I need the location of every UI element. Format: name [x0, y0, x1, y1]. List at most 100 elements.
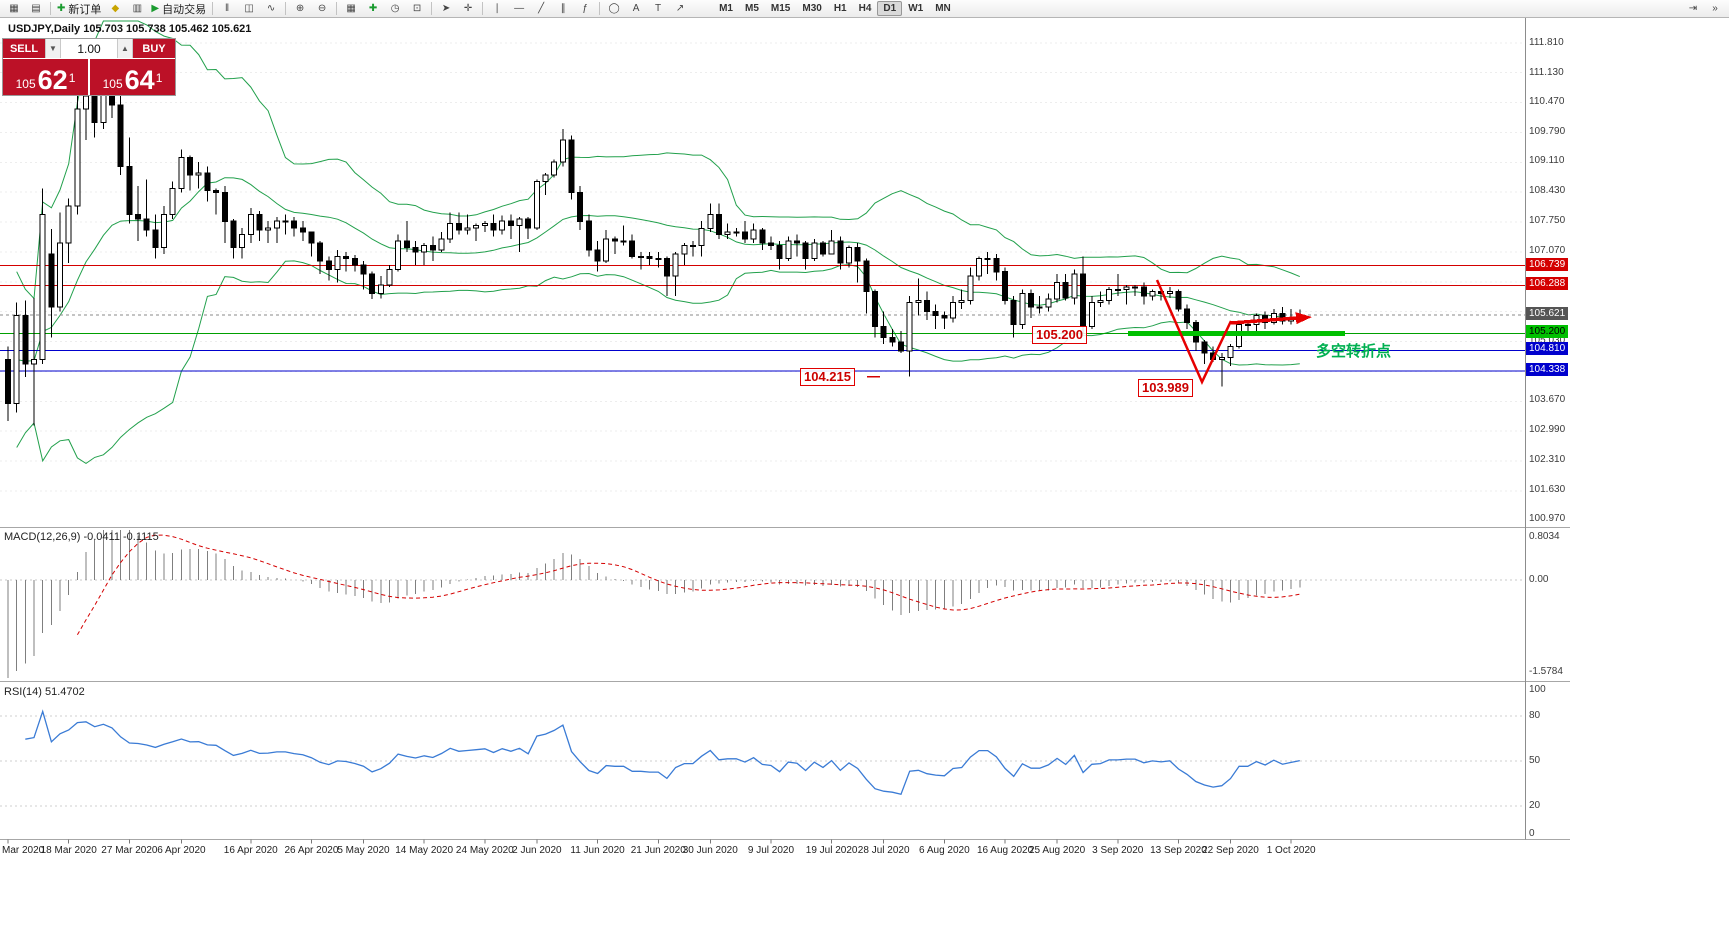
new-chart-button[interactable]: ▦ — [3, 0, 25, 17]
grid-icon: ▦ — [346, 2, 356, 14]
date-label: 27 Mar 2020 — [101, 845, 158, 856]
buy-price-figure: 105 — [102, 77, 123, 91]
price-tag-104.810: 104.810 — [1526, 342, 1569, 355]
new-order-icon: ✚ — [57, 2, 66, 14]
toolbar-separator — [482, 2, 484, 15]
date-label: 5 May 2020 — [337, 845, 390, 856]
date-label: 30 Jun 2020 — [682, 845, 738, 856]
arrows-button[interactable]: ↗ — [669, 0, 691, 17]
timeframe-mn-button[interactable]: MN — [935, 3, 951, 14]
timeframe-m1-button[interactable]: M1 — [719, 3, 733, 14]
zoom-in-button[interactable]: ⊕ — [289, 0, 311, 17]
price-label: 111.810 — [1529, 37, 1564, 48]
volume-input[interactable] — [61, 39, 117, 58]
channel-button[interactable]: ∥ — [552, 0, 574, 17]
price-annotation-box[interactable]: 104.215 — [800, 368, 855, 386]
timeframe-h4-button[interactable]: H4 — [858, 3, 872, 14]
price-label: 105.030 — [1529, 335, 1566, 346]
toolbar-separator — [431, 2, 433, 15]
date-label: 13 Sep 2020 — [1150, 845, 1207, 856]
vertical-line-icon: ∣ — [494, 2, 500, 14]
periods-button[interactable]: ◷ — [384, 0, 406, 17]
crosshair-icon: ✛ — [463, 2, 473, 14]
buy-price-point: 1 — [155, 71, 163, 85]
chart-line-icon: ∿ — [266, 2, 276, 14]
buy-price-pips: 64 — [124, 65, 155, 96]
price-annotation-box[interactable]: 103.989 — [1138, 379, 1193, 397]
horizontal-line-button[interactable]: ― — [508, 0, 530, 17]
toolbar-separator — [336, 2, 338, 15]
dock-icon: ⇥ — [1688, 2, 1698, 14]
sell-button[interactable]: SELL — [3, 39, 45, 58]
timeframe-m5-button[interactable]: M5 — [745, 3, 759, 14]
date-label: 6 Apr 2020 — [157, 845, 206, 856]
toolbar-separator — [285, 2, 287, 15]
metaeditor-button[interactable]: ◆ — [104, 0, 126, 17]
trendline-button[interactable]: ╱ — [530, 0, 552, 17]
price-label: 101.630 — [1529, 484, 1566, 495]
timeframe-m30-button[interactable]: M30 — [802, 3, 822, 14]
volume-increment-button[interactable]: ▲ — [117, 39, 133, 58]
macd-label: MACD(12,26,9) -0.0411 -0.1115 — [4, 531, 159, 543]
auto-trading-icon: ▶ — [151, 2, 160, 14]
price-chart-canvas[interactable] — [0, 0, 1570, 860]
rsi-scale-80: 80 — [1529, 710, 1541, 721]
macd-scale-min: -1.5784 — [1529, 666, 1563, 677]
date-label: 24 May 2020 — [455, 845, 514, 856]
timeframe-w1-button[interactable]: W1 — [908, 3, 924, 14]
date-label: 3 Sep 2020 — [1092, 845, 1144, 856]
price-label: 109.790 — [1529, 126, 1566, 137]
date-label: 16 Aug 2020 — [976, 845, 1034, 856]
dock-button[interactable]: ⇥ — [1682, 0, 1704, 17]
crosshair-button[interactable]: ✛ — [457, 0, 479, 17]
fibonacci-button[interactable]: ƒ — [574, 0, 596, 17]
shapes-button[interactable]: ◯ — [603, 0, 625, 17]
shapes-icon: ◯ — [608, 2, 620, 14]
window-tile-button[interactable]: ▤ — [25, 0, 47, 17]
fibonacci-icon: ƒ — [582, 2, 588, 14]
timeframe-d1-button[interactable]: D1 — [877, 1, 903, 16]
auto-trading-button[interactable]: ▶ 自动交易 — [148, 0, 209, 17]
vertical-line-button[interactable]: ∣ — [486, 0, 508, 17]
text-button[interactable]: A — [625, 0, 647, 17]
sell-price[interactable]: 105 62 1 — [3, 59, 88, 95]
metaeditor-icon: ◆ — [111, 2, 120, 14]
price-label: 107.750 — [1529, 215, 1566, 226]
buy-button[interactable]: BUY — [133, 39, 175, 58]
chart-candles-button[interactable]: ◫ — [238, 0, 260, 17]
print-button[interactable]: ▥ — [126, 0, 148, 17]
new-order-label: 新订单 — [68, 3, 102, 16]
date-label: 25 Aug 2020 — [1028, 845, 1086, 856]
chart-bars-button[interactable]: ‖ — [216, 0, 238, 17]
more-button[interactable]: » — [1704, 0, 1726, 17]
indicators-button[interactable]: ✚ — [362, 0, 384, 17]
cursor-button[interactable]: ➤ — [435, 0, 457, 17]
turning-point-annotation[interactable]: 多空转折点 — [1316, 343, 1392, 360]
date-label: 28 Jul 2020 — [857, 845, 910, 856]
chart-bars-icon: ‖ — [225, 2, 230, 14]
zoom-out-button[interactable]: ⊖ — [311, 0, 333, 17]
arrows-icon: ↗ — [675, 2, 685, 14]
templates-button[interactable]: ⊡ — [406, 0, 428, 17]
price-label: 100.970 — [1529, 513, 1566, 524]
price-label: 102.990 — [1529, 424, 1566, 435]
price-annotation-box[interactable]: 105.200 — [1032, 326, 1087, 344]
chart-line-button[interactable]: ∿ — [260, 0, 282, 17]
date-label: 26 Apr 2020 — [284, 845, 339, 856]
volume-decrement-button[interactable]: ▼ — [45, 39, 61, 58]
indicators-icon: ✚ — [368, 2, 378, 14]
date-label: 9 Jul 2020 — [747, 845, 795, 856]
timeframe-h1-button[interactable]: H1 — [833, 3, 847, 14]
date-label: 6 Aug 2020 — [919, 845, 970, 856]
text-label-button[interactable]: T — [647, 0, 669, 17]
price-label: 109.110 — [1529, 155, 1565, 166]
grid-button[interactable]: ▦ — [340, 0, 362, 17]
timeframe-m15-button[interactable]: M15 — [770, 3, 791, 14]
text-icon: A — [632, 2, 640, 14]
periods-icon: ◷ — [390, 2, 400, 14]
buy-price[interactable]: 105 64 1 — [90, 59, 175, 95]
new-order-button[interactable]: ✚ 新订单 — [54, 0, 104, 17]
cursor-icon: ➤ — [441, 2, 451, 14]
